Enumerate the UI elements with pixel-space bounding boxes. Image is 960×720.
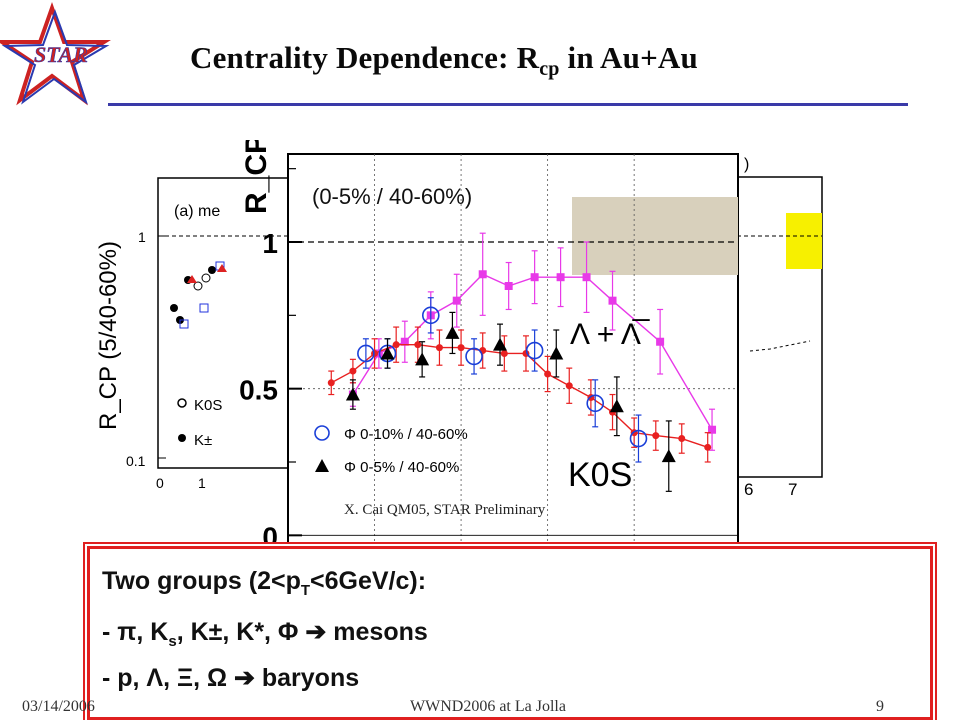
data-point	[586, 394, 605, 413]
data-point	[678, 435, 686, 443]
data-point	[525, 341, 544, 360]
summary-line-1: Two groups (2<pT<6GeV/c):	[102, 567, 427, 599]
right-xtick-7: 7	[788, 480, 797, 499]
left-panel-label: (a) me	[174, 203, 220, 220]
data-point	[629, 429, 648, 448]
data-point	[415, 352, 430, 366]
title-rule	[108, 103, 908, 106]
kshort-label: K0S	[568, 456, 632, 494]
legend-marker-triangle	[315, 459, 329, 472]
series-3	[345, 311, 676, 492]
systematic-band	[572, 197, 738, 275]
data-point	[556, 273, 565, 282]
data-point	[392, 341, 400, 349]
data-point	[530, 273, 539, 282]
chart-annotation: X. Cai QM05, STAR Preliminary	[344, 502, 546, 518]
ytick-label: 0.5	[239, 375, 278, 406]
left-xtick-0: 0	[156, 475, 164, 491]
footer-page-number: 9	[876, 698, 884, 715]
data-point	[414, 341, 422, 349]
rcp-chart: 00.51 R_CP (0-5% / 40-60%) Λ + Λ̅ K0S Φ …	[239, 140, 739, 550]
footer-date: 03/14/2006	[22, 698, 95, 715]
data-point	[549, 346, 564, 360]
data-point	[544, 370, 552, 378]
data-point	[608, 296, 617, 305]
data-point	[327, 379, 335, 387]
slide-title: Centrality Dependence: Rcp in Au+Au	[190, 40, 698, 81]
summary-line-2: - π, Ks, K±, K*, Φ ➔ mesons	[102, 618, 428, 650]
left-data-cluster	[170, 261, 227, 329]
data-point	[708, 425, 717, 434]
data-point	[656, 337, 665, 346]
series-0	[348, 232, 717, 451]
data-point	[609, 399, 624, 413]
data-point	[465, 347, 483, 366]
data-point	[457, 344, 465, 352]
data-point	[445, 325, 460, 339]
data-point	[400, 337, 409, 346]
left-ytick-01: 0.1	[126, 453, 146, 469]
grid	[288, 154, 738, 550]
star-logo: STAR	[0, 1, 111, 106]
summary-box: Two groups (2<pT<6GeV/c): - π, Ks, K±, K…	[87, 546, 933, 720]
data-point	[478, 270, 487, 279]
chart-ylabel: R_CP	[240, 140, 273, 214]
left-ytick-1: 1	[138, 229, 146, 245]
legend-phi-5: Φ 0-5% / 40-60%	[344, 459, 459, 476]
data-point	[565, 382, 573, 390]
left-background-plot: 1 0.1 0 1 (a) me R_CP (5/40-60%) K0S K±	[95, 177, 299, 491]
series-line	[330, 343, 708, 448]
ytick-label: 0	[262, 521, 278, 550]
logo-text: STAR	[34, 42, 88, 67]
data-point	[421, 306, 440, 325]
data-point	[582, 273, 591, 282]
legend-marker-open-circle	[314, 425, 330, 441]
phi-legend: Φ 0-10% / 40-60% Φ 0-5% / 40-60%	[314, 425, 468, 476]
data-point	[504, 282, 513, 290]
data-point	[357, 344, 375, 363]
data-point	[345, 387, 360, 401]
lambda-label: Λ + Λ̅	[570, 318, 650, 351]
ytick-label: 1	[262, 228, 278, 259]
series	[327, 232, 717, 492]
data-point	[452, 296, 461, 305]
data-point	[349, 367, 357, 375]
left-xtick-1: 1	[198, 475, 206, 491]
data-point	[380, 346, 395, 360]
right-panel-label: )	[744, 156, 749, 173]
left-ylabel: R_CP (5/40-60%)	[95, 241, 122, 430]
data-point	[435, 344, 443, 352]
data-point	[500, 349, 508, 357]
data-point	[661, 449, 676, 463]
right-background-plot: ) 6 7	[730, 156, 823, 499]
right-xtick-6: 6	[744, 480, 753, 499]
data-point	[493, 337, 508, 351]
footer-conference: WWND2006 at La Jolla	[410, 698, 566, 715]
series-1	[327, 326, 712, 463]
left-legend-ks: K0S	[194, 397, 222, 414]
summary-line-3: - p, Λ, Ξ, Ω ➔ baryons	[102, 664, 360, 692]
data-point	[704, 443, 712, 451]
chart-title: (0-5% / 40-60%)	[312, 184, 472, 209]
legend-phi-10: Φ 0-10% / 40-60%	[344, 426, 468, 443]
left-legend-kpm: K±	[194, 432, 212, 449]
axis-ticks: 00.51	[239, 168, 302, 550]
data-point	[652, 432, 660, 440]
